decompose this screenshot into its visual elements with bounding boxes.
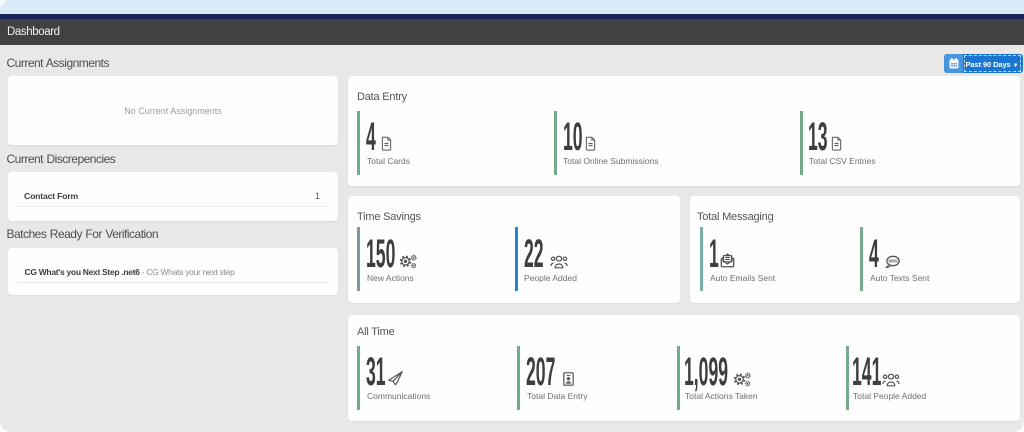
svg-text:SMS: SMS	[888, 258, 898, 263]
